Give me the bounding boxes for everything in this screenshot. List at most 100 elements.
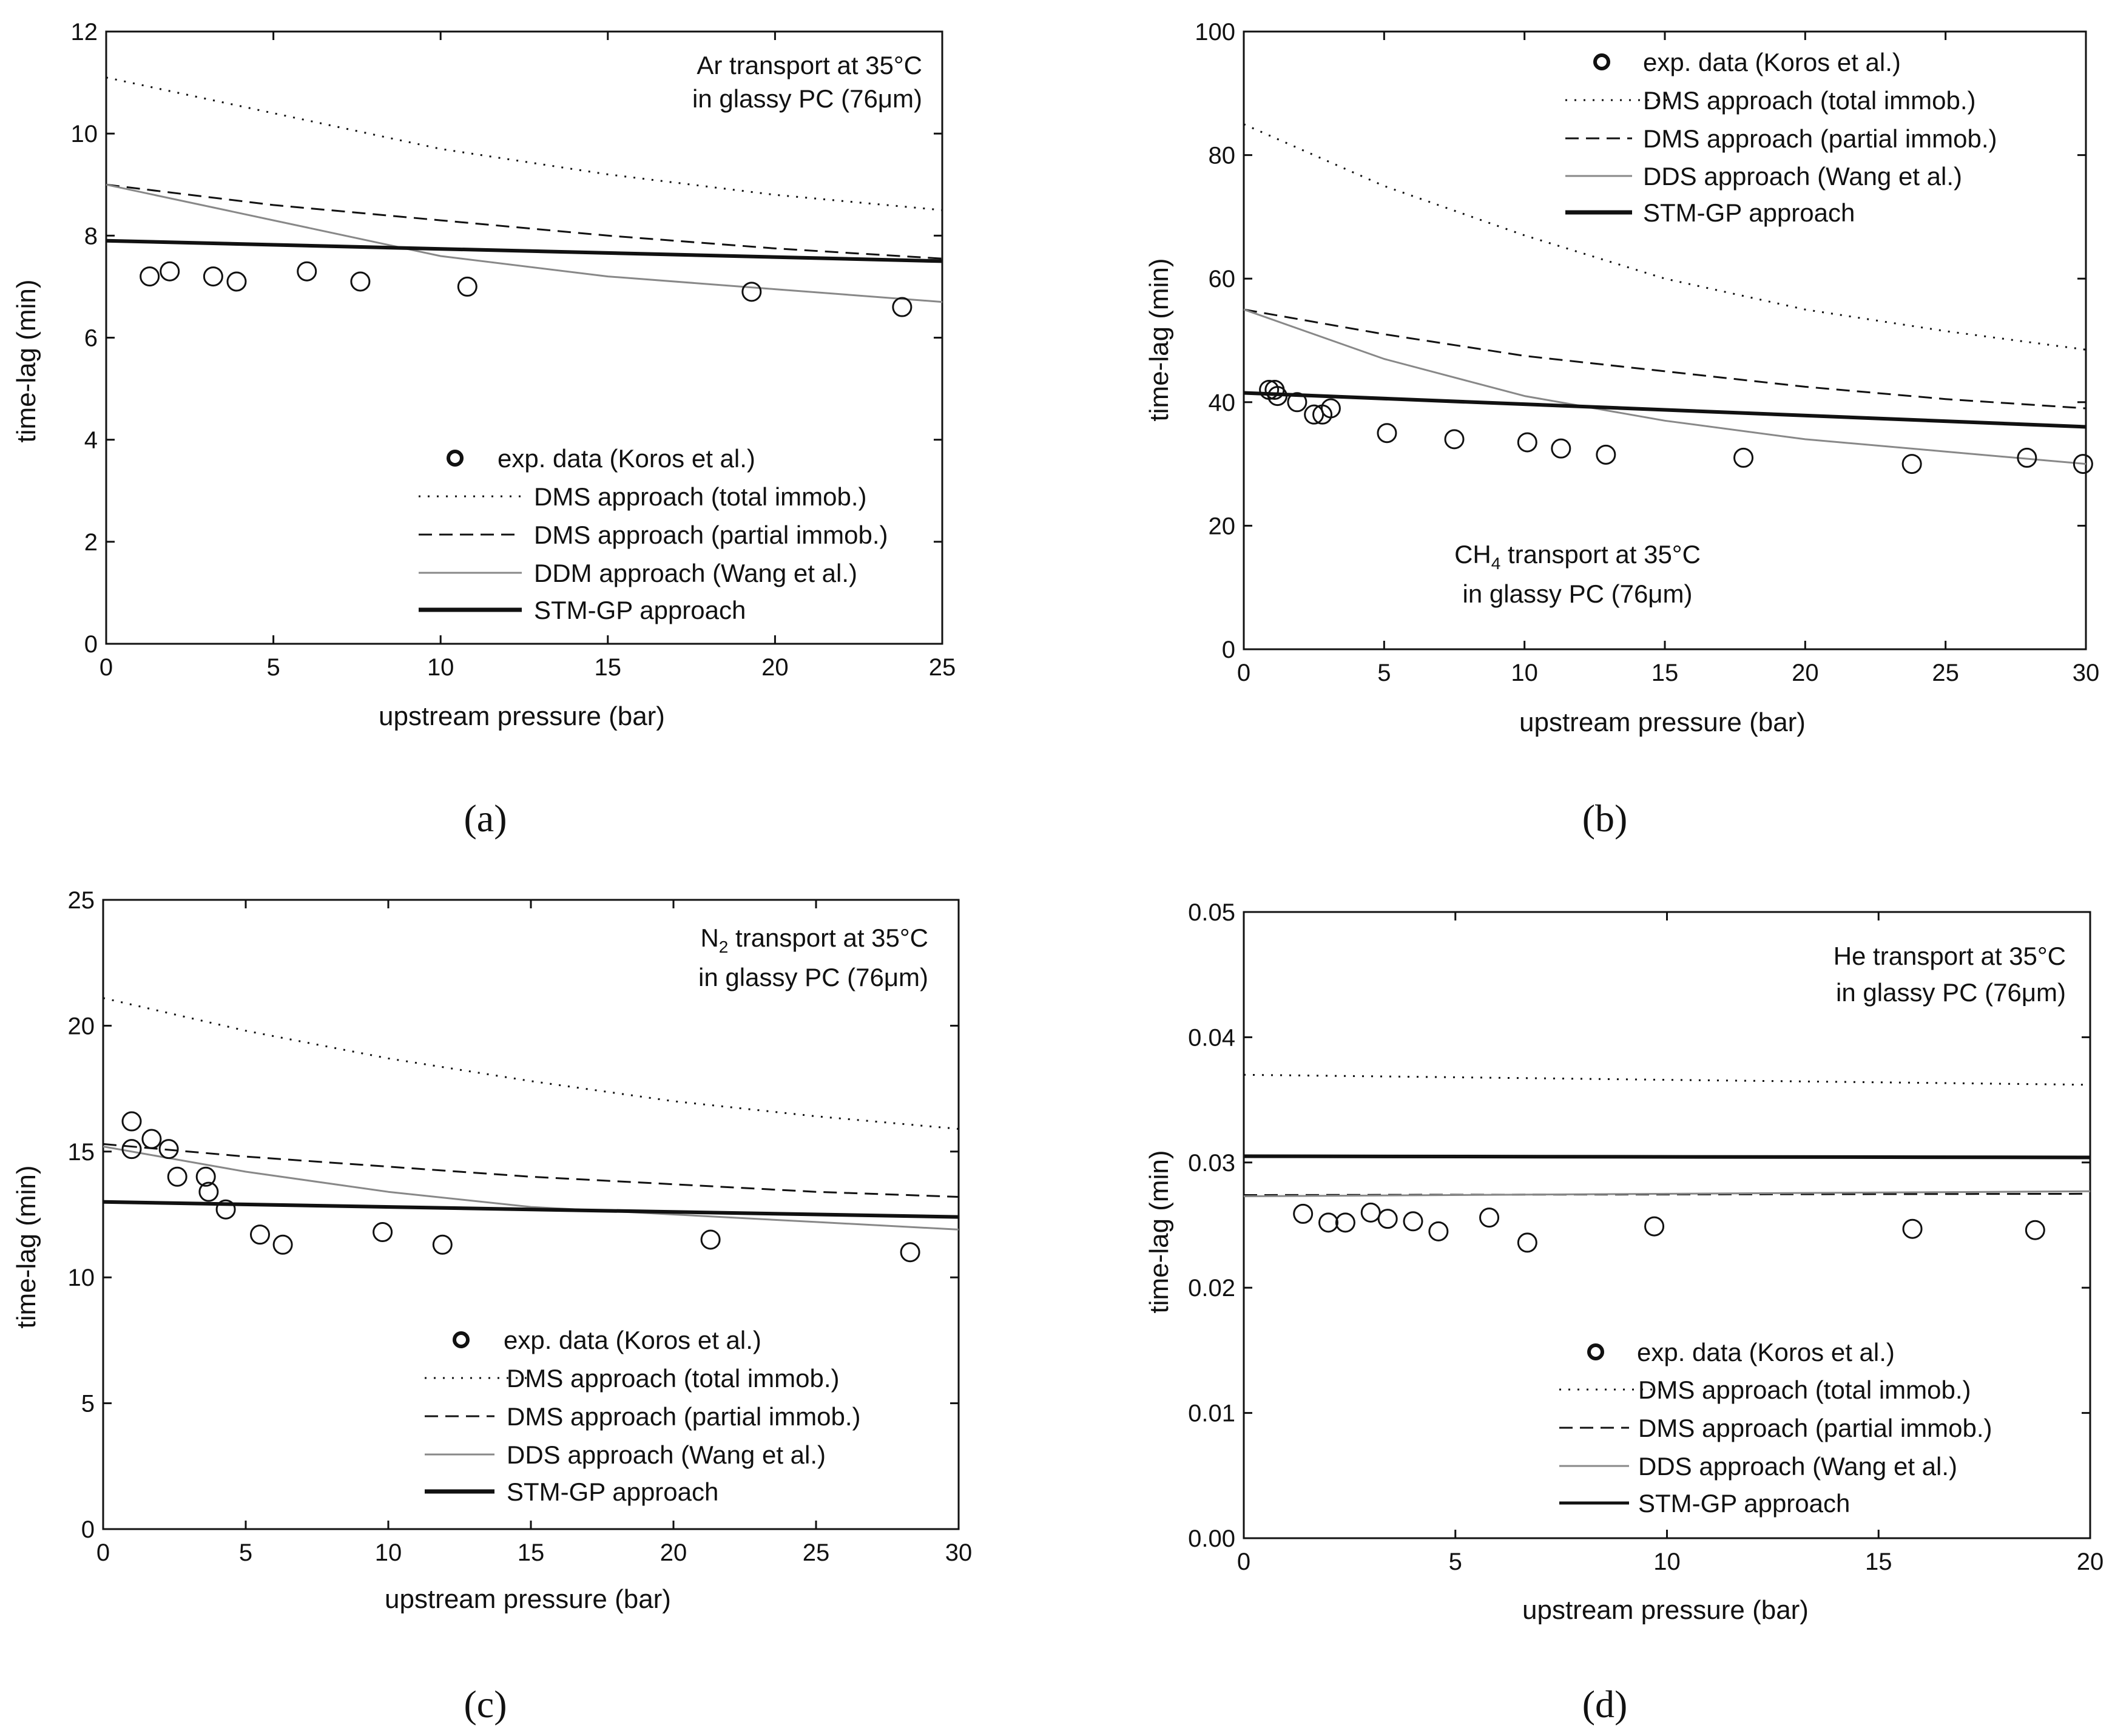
panel-d-exp-point-7 [1479, 1207, 1500, 1228]
panel-b-legend-stm: STM-GP approach [1643, 198, 1855, 227]
panel-b-legend-exp: exp. data (Koros et al.) [1643, 48, 1901, 76]
panel-d-exp-point-1 [1318, 1212, 1338, 1233]
panel-d-xtick-label-3: 15 [1865, 1549, 1892, 1575]
panel-c-ytick-label-3: 15 [68, 1139, 95, 1166]
panel-d: He transport at 35°C in glassy PC (76μm)… [1144, 942, 2066, 1726]
panel-d-ytick-label-1: 0.01 [1188, 1400, 1235, 1427]
panel-b-legend-marker-exp [1593, 53, 1610, 70]
panel-b-ytick-label-1: 20 [1209, 513, 1236, 539]
panel-a-exp-point-5 [350, 271, 371, 292]
panel-b-xtick-label-1: 5 [1377, 660, 1391, 686]
panel-a-series-dms-partial [106, 183, 943, 260]
panel-c-exp-point-4 [167, 1166, 187, 1187]
panel-a-title-line1: Ar transport at 35°C [697, 51, 922, 79]
panel-c-ytick-label-0: 0 [81, 1516, 95, 1543]
panel-a-exp-point-3 [226, 271, 247, 292]
panel-c-xlabel: upstream pressure (bar) [385, 1584, 671, 1614]
panel-b-exp-point-3 [1287, 392, 1307, 413]
panel-b-series-stm [1243, 391, 2087, 429]
panel-c-legend-ddm: DDS approach (Wang et al.) [507, 1440, 826, 1469]
panel-c-title-line1: N2 transport at 35°C [700, 924, 928, 956]
panel-c-xtick-label-2: 10 [375, 1539, 402, 1566]
panel-a-exp-point-4 [297, 261, 317, 282]
panel-b-exp-point-13 [1901, 454, 1922, 475]
panel-b-ytick-label-5: 100 [1195, 19, 1235, 46]
panel-b-xtick-label-2: 10 [1511, 660, 1538, 686]
panel-c-exp-point-5 [195, 1166, 216, 1187]
panel-b-exp-point-14 [2017, 447, 2037, 468]
panel-d-exp-point-8 [1517, 1232, 1537, 1253]
panel-b-xtick-label-3: 15 [1651, 660, 1679, 686]
panel-b-xtick-label-6: 30 [2073, 660, 2100, 686]
panel-d-ytick-label-2: 0.02 [1188, 1275, 1235, 1302]
panel-a: Ar transport at 35°C in glassy PC (76μm)… [12, 51, 922, 840]
panel-d-title-line2: in glassy PC (76μm) [1836, 978, 2066, 1007]
panel-b: CH4 transport at 35°C in glassy PC (76μm… [1144, 48, 1997, 840]
panel-c-exp-point-2 [141, 1129, 162, 1149]
panel-d-legend-exp: exp. data (Koros et al.) [1637, 1338, 1895, 1366]
panel-d-exp-point-6 [1428, 1221, 1449, 1241]
panel-b-series-dms-partial [1243, 308, 2087, 410]
panel-a-xtick-label-3: 15 [595, 654, 622, 681]
panel-a-ytick-label-1: 2 [84, 529, 98, 556]
panel-a-legend-ddm: DDM approach (Wang et al.) [534, 559, 857, 587]
panel-a-series-ddm [106, 183, 943, 303]
panel-c-xtick-label-3: 15 [518, 1539, 545, 1566]
panel-c-legend-marker-exp [453, 1331, 470, 1348]
panel-d-exp-point-5 [1403, 1211, 1423, 1232]
panel-d-ytick-label-0: 0.00 [1188, 1525, 1235, 1552]
panel-b-ytick-label-2: 40 [1209, 390, 1236, 416]
panel-c-exp-point-1 [121, 1139, 142, 1160]
panel-b-xtick-label-4: 20 [1792, 660, 1819, 686]
panel-d-legend-ddm: DDS approach (Wang et al.) [1638, 1452, 1957, 1481]
panel-c-exp-point-12 [700, 1229, 721, 1250]
panel-c-ylabel: time-lag (min) [12, 1166, 41, 1329]
panel-b-ytick-label-0: 0 [1222, 637, 1235, 663]
panel-c-ytick-label-1: 5 [81, 1391, 95, 1417]
panel-b-exp-point-11 [1596, 444, 1616, 465]
panel-a-legend-marker-exp [447, 450, 464, 467]
panel-d-legend-marker-exp [1587, 1343, 1604, 1360]
panel-b-exp-point-12 [1733, 447, 1754, 468]
panel-d-xtick-label-1: 5 [1449, 1549, 1462, 1575]
panel-c-legend-exp: exp. data (Koros et al.) [504, 1326, 761, 1354]
panel-d-exp-point-4 [1377, 1209, 1398, 1229]
panel-b-legend: exp. data (Koros et al.) DMS approach (t… [1565, 48, 1997, 227]
panel-b-xtick-label-0: 0 [1237, 660, 1250, 686]
panel-a-exp-point-6 [457, 276, 477, 297]
panel-d-xtick-label-2: 10 [1653, 1549, 1681, 1575]
panel-a-xtick-label-4: 20 [761, 654, 789, 681]
panel-a-exp-point-1 [160, 261, 180, 282]
panel-c-legend-stm: STM-GP approach [507, 1478, 718, 1506]
panel-c-xtick-label-1: 5 [239, 1539, 252, 1566]
panel-a-ytick-label-6: 12 [71, 19, 98, 46]
panel-c-exp-point-7 [215, 1199, 236, 1220]
panel-d-series-ddm [1243, 1190, 2091, 1197]
panel-c-legend-dms-partial: DMS approach (partial immob.) [507, 1402, 861, 1431]
panel-d-legend-dms-total: DMS approach (total immob.) [1638, 1376, 1971, 1404]
panel-b-caption: (b) [1582, 797, 1628, 840]
panel-a-title-line2: in glassy PC (76μm) [692, 84, 922, 113]
panel-a-exp-point-8 [892, 297, 913, 317]
panel-d-xlabel: upstream pressure (bar) [1522, 1595, 1809, 1625]
panel-a-ytick-label-5: 10 [71, 121, 98, 147]
panel-a-exp-point-2 [203, 266, 223, 287]
panel-b-legend-dms-partial: DMS approach (partial immob.) [1643, 124, 1997, 153]
panel-d-legend-dms-partial: DMS approach (partial immob.) [1638, 1414, 1992, 1442]
panel-a-series-stm [106, 238, 943, 263]
panel-b-exp-point-6 [1320, 398, 1341, 419]
panel-d-exp-point-9 [1644, 1216, 1665, 1237]
panel-a-xtick-label-2: 10 [427, 654, 454, 681]
panel-c-exp-point-10 [373, 1222, 393, 1243]
panel-a-ytick-label-4: 8 [84, 223, 98, 249]
panel-c-series-stm [103, 1200, 959, 1219]
panel-a-xtick-label-0: 0 [100, 654, 113, 681]
panel-c-exp-point-11 [432, 1234, 453, 1255]
panel-c-series-ddm [103, 1146, 959, 1231]
panel-c-ytick-label-2: 10 [68, 1265, 95, 1291]
panel-a-legend-exp: exp. data (Koros et al.) [498, 444, 755, 473]
panel-c-xtick-label-5: 25 [803, 1539, 830, 1566]
panel-d-exp-point-2 [1335, 1212, 1355, 1233]
panel-b-ylabel: time-lag (min) [1144, 258, 1174, 422]
